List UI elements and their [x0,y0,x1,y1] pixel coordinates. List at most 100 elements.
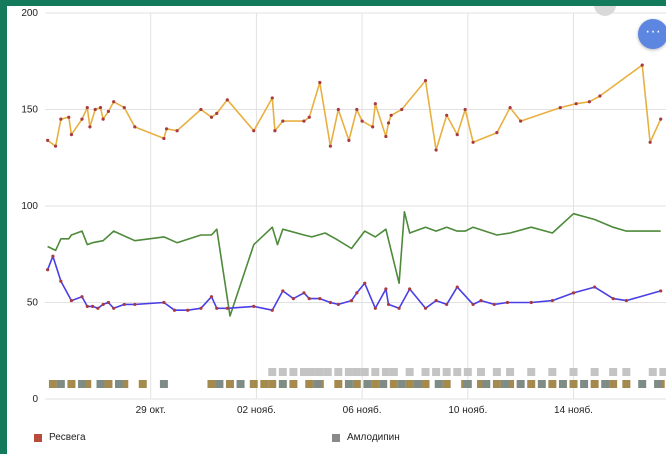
data-point [587,100,591,104]
dose-marker [77,380,86,388]
data-point [434,298,438,303]
scroll-knob[interactable] [594,6,616,16]
data-point [291,297,295,301]
data-point [88,125,92,129]
data-point [172,308,177,312]
data-point [162,300,166,305]
data-point [373,102,377,106]
dose-marker [96,380,105,388]
dose-marker [334,368,343,376]
legend-item-amlodipin[interactable]: Амлодипин [332,432,400,443]
series-line [47,64,662,151]
dose-marker [609,380,618,388]
dose-marker [622,380,631,388]
x-tick-label: 06 нояб. [343,404,382,416]
data-point [508,105,512,110]
data-point [90,304,95,308]
dose-marker [305,380,314,388]
dose-marker [138,380,147,388]
data-point [252,129,256,133]
data-point [336,107,340,112]
data-point [386,302,391,307]
data-point [371,125,375,129]
data-point [59,279,63,283]
data-point [571,291,576,295]
dose-marker [659,368,666,376]
series-group [46,254,663,312]
data-point [445,113,449,117]
data-point [53,144,58,148]
data-point [408,287,412,291]
data-point [215,306,219,310]
data-point [252,304,256,308]
data-point [648,140,652,144]
dose-marker [622,368,631,376]
dose-marker [307,368,316,376]
data-point [593,285,597,289]
dose-marker [389,368,398,376]
dose-marker [516,380,525,388]
dose-marker [580,380,589,388]
dose-marker [313,380,322,388]
dose-marker [492,380,501,388]
data-point [505,300,510,305]
data-point [471,140,475,144]
data-point [384,134,388,139]
data-point [389,113,393,117]
data-point [386,121,391,125]
dose-marker [558,380,567,388]
legend-item-resvega[interactable]: Ресвега [34,432,86,443]
dose-marker [477,380,486,388]
dose-marker [482,380,491,388]
data-point [209,295,214,299]
chart-panel: 0 50 100 150 200 29 окт. 02 нояб. 06 нояб. 10 но… [7,6,666,454]
data-point [270,96,274,100]
data-point [122,105,126,110]
data-point [51,254,55,258]
data-point [101,302,105,307]
data-point [69,132,74,137]
dose-marker [506,380,515,388]
dose-marker [381,368,390,376]
data-point [270,308,274,312]
x-tick-label: 29 окт. [136,405,166,416]
data-point [328,300,332,305]
dose-marker [268,380,277,388]
dose-marker [477,368,486,376]
data-point [360,119,364,123]
series-line [46,255,661,312]
data-point [199,306,203,310]
data-point [492,302,496,307]
more-options-button[interactable]: ··· [638,19,666,49]
data-point [112,306,116,310]
y-tick-label: 0 [32,394,38,405]
data-point [93,107,97,112]
data-point [659,117,663,121]
data-point [209,115,214,119]
data-point [307,297,311,301]
y-tick-label: 200 [21,8,38,19]
data-point [328,144,332,148]
more-icon: ··· [645,23,661,40]
dose-marker [278,368,287,376]
dose-marker [453,368,462,376]
dose-marker [299,368,308,376]
x-tick-label: 14 нояб. [554,404,593,416]
data-point [423,78,428,83]
data-point [349,298,354,303]
dose-marker [397,380,406,388]
y-tick-label: 100 [21,201,38,212]
data-point [624,298,628,303]
dose-marker [537,380,546,388]
data-point [101,117,105,121]
dose-marker [344,368,353,376]
data-point [122,302,126,307]
dose-marker [207,380,216,388]
dose-marker [352,380,361,388]
data-point [550,298,554,303]
dose-marker [249,380,258,388]
series-group [46,63,663,152]
dose-marker [344,380,353,388]
data-point [455,132,459,137]
dose-marker [120,380,129,388]
